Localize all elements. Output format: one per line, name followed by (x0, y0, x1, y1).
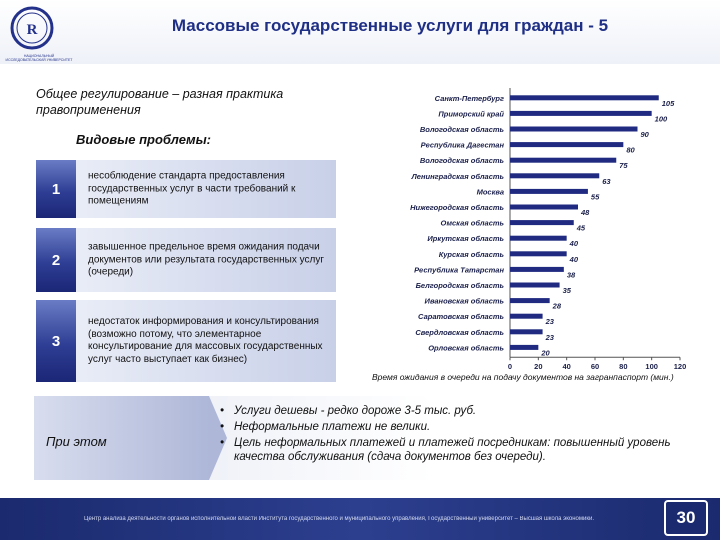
chart-category-label: Белгородская область (416, 281, 505, 290)
chart-bar (510, 235, 567, 241)
bullet-list: • Услуги дешевы - редко дороже 3-5 тыс. р… (220, 404, 690, 466)
list-item: • Цель неформальных платежей и платежей п… (220, 436, 690, 464)
problem-text: несоблюдение стандарта предоставления го… (88, 170, 296, 207)
chart-category-label: Санкт-Петербург (435, 94, 504, 103)
chart-data-label: 90 (641, 130, 650, 139)
chart-x-tick-label: 120 (674, 362, 687, 370)
subtitle: Общее регулирование – разная практика пр… (36, 87, 284, 117)
problems-title: Видовые проблемы: (76, 132, 211, 147)
chart-category-label: Вологодская область (420, 125, 505, 134)
chart-caption: Время ожидания в очереди на подачу докум… (372, 372, 674, 382)
bullet-dot-icon: • (220, 421, 225, 433)
chart-category-label: Вологодская область (420, 156, 505, 165)
chart-bar (510, 110, 652, 116)
chart-bar (510, 282, 560, 288)
chart-category-label: Орловская область (428, 343, 504, 352)
chart-data-label: 105 (662, 99, 675, 108)
chart-bar (510, 313, 543, 319)
chart-data-label: 40 (569, 255, 579, 264)
chart-data-label: 23 (545, 317, 555, 326)
chart-bar (510, 220, 574, 226)
footer-text: Центр анализа деятельности органов испол… (84, 516, 594, 522)
chart-category-label: Нижегородская область (410, 203, 504, 212)
bullet-dot-icon: • (220, 437, 225, 449)
chart-category-label: Республика Дагестан (421, 141, 505, 150)
chart-bar (510, 204, 578, 210)
problem-item-1: 1 несоблюдение стандарта предоставления … (36, 160, 336, 218)
chart-x-tick-label: 20 (534, 362, 542, 370)
chart-data-label: 20 (540, 348, 550, 357)
chart-category-label: Приморский край (438, 109, 504, 118)
page-title: Массовые государственные услуги для граж… (171, 16, 609, 35)
chart-category-label: Иркутская область (427, 234, 504, 243)
chart-x-tick-label: 100 (645, 362, 658, 370)
problem-number: 3 (36, 300, 76, 382)
chart-category-label: Республика Татарстан (414, 265, 504, 274)
svg-text:R: R (27, 22, 38, 38)
problem-number: 1 (36, 160, 76, 218)
problem-text: завышенное предельное время ожидания под… (88, 241, 325, 278)
chart-bar (510, 344, 539, 350)
chart-data-label: 45 (576, 224, 586, 233)
page-number: 30 (664, 500, 708, 536)
chart-bar (510, 126, 638, 132)
chart-bar (510, 142, 624, 148)
chart-data-label: 75 (619, 161, 628, 170)
problem-text: недостаток информирования и консультиров… (88, 316, 323, 365)
header-bar (0, 0, 720, 64)
problem-item-2: 2 завышенное предельное время ожидания п… (36, 228, 336, 292)
chart-category-label: Ленинградская область (411, 172, 505, 181)
chart-bar (510, 251, 567, 257)
chart-bar (510, 298, 550, 304)
chart-data-label: 23 (545, 333, 555, 342)
chart-category-label: Курская область (439, 250, 505, 259)
chart-data-label: 48 (580, 208, 590, 217)
chart-data-label: 100 (655, 114, 668, 123)
chart-category-label: Саратовская область (418, 312, 505, 321)
chart-data-label: 63 (602, 177, 611, 186)
chart-bar (510, 157, 617, 163)
chart-bar (510, 188, 588, 194)
logo-caption: НАЦИОНАЛЬНЫЙ ИССЛЕДОВАТЕЛЬСКИЙ УНИВЕРСИТ… (5, 54, 73, 62)
university-logo-icon: R (10, 6, 54, 50)
chart-category-label: Омская область (441, 219, 505, 228)
chart-bar (510, 329, 543, 335)
list-item: • Услуги дешевы - редко дороже 3-5 тыс. р… (220, 404, 690, 418)
bullet-text: Цель неформальных платежей и платежей по… (234, 437, 671, 463)
chart-category-label: Ивановская область (425, 297, 505, 306)
bottom-label-box: При этом (34, 396, 209, 480)
chart-bar (510, 95, 659, 101)
bullet-text: Услуги дешевы - редко дороже 3-5 тыс. ру… (234, 405, 477, 417)
chart-data-label: 40 (569, 239, 579, 248)
bullet-dot-icon: • (220, 405, 225, 417)
waiting-time-bar-chart: Санкт-Петербург 105 Приморский край 100 Воло… (410, 88, 687, 370)
chart-data-label: 38 (567, 270, 576, 279)
chart-bar (510, 173, 600, 179)
chart-x-tick-label: 0 (508, 362, 512, 370)
chart-category-label: Москва (477, 187, 504, 196)
chart-x-tick-label: 40 (562, 362, 570, 370)
list-item: • Неформальные платежи не велики. (220, 420, 690, 434)
bullet-text: Неформальные платежи не велики. (234, 421, 431, 433)
chart-data-label: 28 (552, 302, 562, 311)
chart-category-label: Свердловская область (415, 328, 504, 337)
bottom-label: При этом (46, 434, 107, 449)
chart-data-label: 55 (591, 192, 600, 201)
problem-item-3: 3 недостаток информирования и консультир… (36, 300, 336, 382)
chart-x-tick-label: 80 (619, 362, 627, 370)
chart-data-label: 35 (563, 286, 572, 295)
chart-x-tick-label: 60 (591, 362, 599, 370)
footer-bar (0, 498, 720, 540)
chart-data-label: 80 (626, 146, 635, 155)
chart-bar (510, 266, 564, 272)
problem-number: 2 (36, 228, 76, 292)
arrow-right-icon (209, 396, 227, 480)
